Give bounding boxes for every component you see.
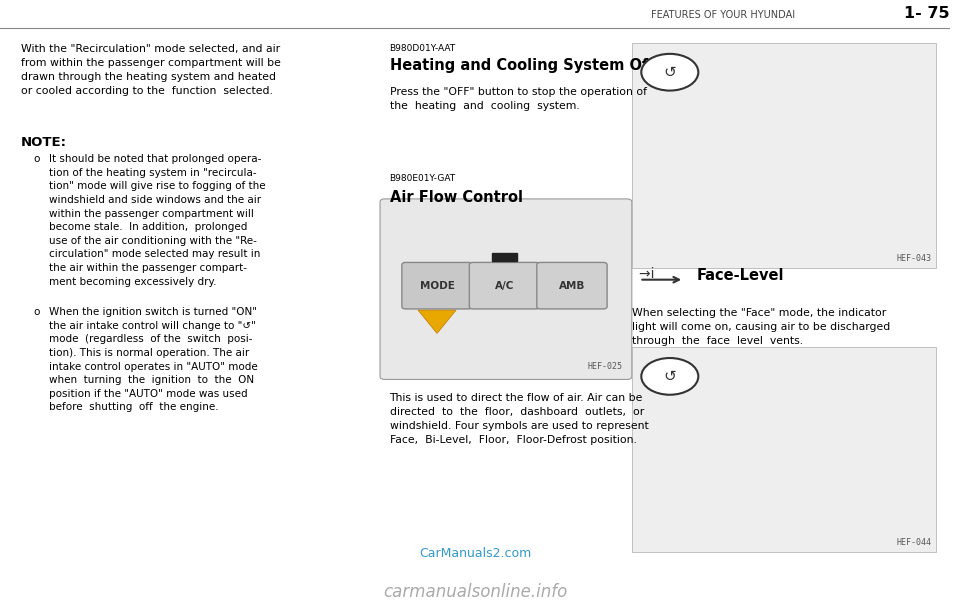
Text: With the "Recirculation" mode selected, and air
from within the passenger compar: With the "Recirculation" mode selected, … [21,44,280,96]
Text: HEF-025: HEF-025 [588,362,622,371]
Text: →⁠⁠i: →⁠⁠i [639,267,655,281]
Text: Face-Level: Face-Level [696,268,784,283]
Polygon shape [418,310,456,334]
Text: o: o [34,307,39,317]
Text: A/C: A/C [494,281,515,291]
Text: HEF-044: HEF-044 [896,538,931,547]
Text: CarManuals2.com: CarManuals2.com [419,547,531,560]
Bar [492,253,516,261]
Text: NOTE:: NOTE: [21,136,67,149]
Text: This is used to direct the flow of air. Air can be
directed  to  the  floor,  da: This is used to direct the flow of air. … [390,393,648,445]
Circle shape [641,358,698,395]
Text: MODE: MODE [420,281,454,291]
FancyBboxPatch shape [632,43,936,268]
Circle shape [641,54,698,91]
Text: When selecting the "Face" mode, the indicator
light will come on, causing air to: When selecting the "Face" mode, the indi… [632,308,890,346]
Text: ↺: ↺ [663,369,676,384]
FancyBboxPatch shape [380,199,632,379]
FancyBboxPatch shape [402,263,472,309]
Text: AMB: AMB [559,281,586,291]
Text: B980E01Y-GAT: B980E01Y-GAT [390,174,456,184]
Text: It should be noted that prolonged opera-
tion of the heating system in "recircul: It should be noted that prolonged opera-… [49,154,266,286]
Text: When the ignition switch is turned "ON"
the air intake control will change to "↺: When the ignition switch is turned "ON" … [49,307,258,412]
FancyBboxPatch shape [469,263,540,309]
Text: B980D01Y-AAT: B980D01Y-AAT [390,44,456,53]
Text: ↺: ↺ [663,65,676,80]
Text: Air Flow Control: Air Flow Control [390,190,522,205]
FancyBboxPatch shape [537,263,607,309]
Text: FEATURES OF YOUR HYUNDAI: FEATURES OF YOUR HYUNDAI [651,10,795,20]
FancyBboxPatch shape [632,347,936,552]
Text: 1- 75: 1- 75 [904,6,950,21]
Text: Press the "OFF" button to stop the operation of
the  heating  and  cooling  syst: Press the "OFF" button to stop the opera… [390,87,646,111]
Text: HEF-043: HEF-043 [896,254,931,263]
Text: carmanualsonline.info: carmanualsonline.info [383,583,567,601]
Text: o: o [34,154,39,164]
Text: Heating and Cooling System Off: Heating and Cooling System Off [390,58,655,73]
